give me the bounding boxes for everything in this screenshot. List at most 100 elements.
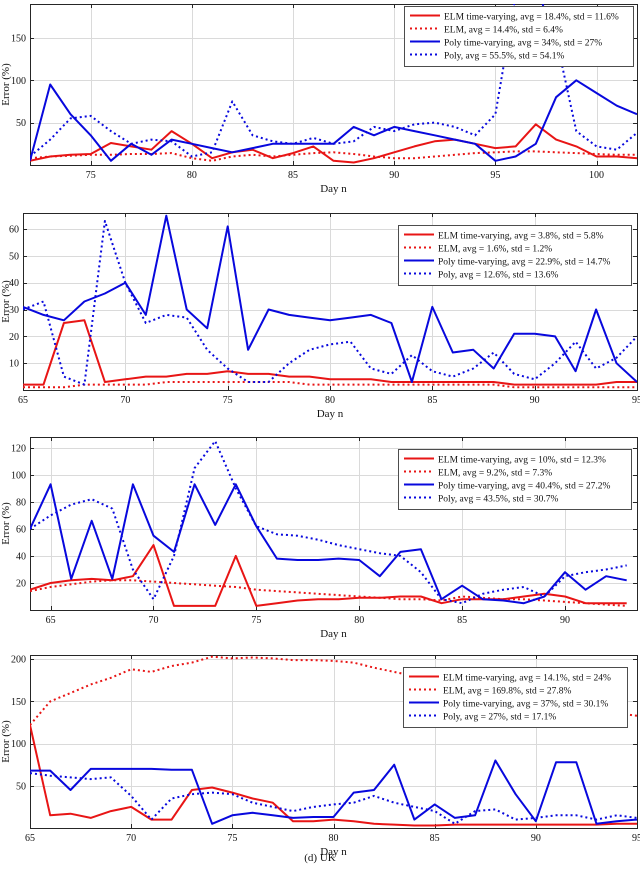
series-line-elm (30, 150, 637, 162)
y-tick-label: 50 (9, 251, 19, 262)
legend-label-elm: ELM, avg = 169.8%, std = 27.8% (443, 687, 571, 697)
legend-label-poly: Poly, avg = 12.6%, std = 13.6% (438, 271, 558, 281)
series-line-elm-time-varying (30, 544, 627, 607)
series-line-poly (23, 220, 637, 386)
series-lines (30, 440, 627, 607)
legend-label-poly: Poly, avg = 43.5%, std = 30.7% (438, 495, 558, 505)
x-tick-label: 75 (251, 615, 261, 626)
legend: ELM time-varying, avg = 3.8%, std = 5.8%… (398, 225, 632, 286)
series-line-poly (30, 4, 637, 158)
grid-lines (30, 437, 637, 610)
x-tick-label: 95 (632, 395, 640, 406)
tick-marks (30, 437, 637, 610)
legend-label-elm-time-varying: ELM time-varying, avg = 14.1%, std = 24% (443, 674, 611, 684)
x-tick-label: 90 (531, 833, 541, 844)
x-tick-label: 85 (430, 833, 440, 844)
y-tick-label: 40 (9, 278, 19, 289)
legend-label-elm-time-varying: ELM time-varying, avg = 10%, std = 12.3% (438, 456, 606, 466)
y-tick-label: 150 (11, 33, 26, 44)
series-line-elm (30, 579, 627, 607)
y-axis-label: Error (%) (0, 720, 12, 763)
legend-label-elm: ELM, avg = 9.2%, std = 7.3% (438, 469, 552, 479)
series-line-elm-time-varying (30, 724, 637, 827)
x-tick-label: 65 (46, 615, 56, 626)
x-tick-label: 65 (18, 395, 28, 406)
legend: ELM time-varying, avg = 18.4%, std = 11.… (404, 6, 634, 67)
x-tick-label: 85 (457, 615, 467, 626)
series-lines (30, 4, 637, 164)
x-axis-label: Day n (320, 628, 347, 640)
x-axis-label: Day n (317, 408, 344, 420)
x-tick-label: 90 (560, 615, 570, 626)
x-tick-label: 75 (86, 170, 96, 181)
legend-label-elm-time-varying: ELM time-varying, avg = 3.8%, std = 5.8% (438, 232, 604, 242)
x-tick-label: 80 (354, 615, 364, 626)
y-tick-label: 50 (16, 118, 26, 129)
legend-label-elm: ELM, avg = 1.6%, std = 1.2% (438, 245, 552, 255)
legend-box (403, 667, 628, 728)
chart-2: 65 70 75 80 85 90 95 10 20 30 40 50 60 Day n Error (%)… (0, 213, 640, 420)
series-line-poly-time-varying (30, 483, 627, 605)
x-tick-label: 75 (227, 833, 237, 844)
y-tick-label: 60 (9, 225, 19, 236)
y-axis-label: Error (%) (0, 502, 12, 545)
axes-frame (30, 437, 638, 611)
series-lines (23, 214, 637, 389)
y-tick-label: 30 (9, 305, 19, 316)
x-tick-label: 75 (223, 395, 233, 406)
y-tick-label: 10 (9, 359, 19, 370)
x-tick-label: 80 (187, 170, 197, 181)
series-line-poly-time-varying (30, 759, 637, 825)
legend: ELM time-varying, avg = 10%, std = 12.3%… (398, 449, 632, 510)
y-axis-label: Error (%) (0, 280, 12, 323)
y-axis-label: Error (%) (0, 63, 12, 106)
y-tick-label: 60 (16, 524, 26, 535)
tick-marks (23, 213, 638, 390)
y-tick-label: 100 (11, 739, 26, 750)
y-tick-label: 200 (11, 655, 26, 666)
axes-frame (30, 4, 638, 166)
y-tick-label: 80 (16, 497, 26, 508)
x-tick-label: 80 (329, 833, 339, 844)
chart-1: 75 80 85 90 95 100 50 100 150 Day n Error (%) ELM t… (0, 4, 638, 195)
x-tick-label: 95 (490, 170, 500, 181)
series-line-poly-time-varying (30, 79, 637, 162)
x-tick-label: 90 (530, 395, 540, 406)
chart-3: 65 70 75 80 85 90 20 40 60 80 100 120 Day n Error (%)… (0, 437, 638, 640)
y-tick-label: 150 (11, 697, 26, 708)
x-tick-label: 85 (288, 170, 298, 181)
x-tick-label: 70 (148, 615, 158, 626)
x-tick-label: 70 (120, 395, 130, 406)
legend-label-poly-time-varying: Poly time-varying, avg = 22.9%, std = 14… (438, 258, 611, 268)
x-axis-label: Day n (320, 183, 347, 195)
legend-label-poly-time-varying: Poly time-varying, avg = 40.4%, std = 27… (438, 482, 611, 492)
y-tick-label: 100 (11, 76, 26, 87)
y-tick-label: 50 (16, 781, 26, 792)
series-line-poly (30, 772, 637, 825)
legend-box (398, 449, 632, 510)
legend-box (398, 225, 632, 286)
series-line-poly (30, 440, 627, 605)
legend-box (404, 6, 634, 67)
legend-label-poly-time-varying: Poly time-varying, avg = 34%, std = 27% (444, 39, 602, 49)
x-tick-label: 70 (126, 833, 136, 844)
series-line-elm-time-varying (23, 319, 637, 386)
y-tick-label: 20 (16, 578, 26, 589)
x-tick-label: 85 (427, 395, 437, 406)
figure-caption: (d) UK (304, 852, 336, 864)
x-tick-label: 95 (632, 833, 640, 844)
chart-4: 65 70 75 80 85 90 95 50 100 150 200 Day n Error (%) E… (0, 655, 640, 858)
y-tick-label: 100 (11, 470, 26, 481)
legend-label-poly: Poly, avg = 55.5%, std = 54.1% (444, 52, 564, 62)
legend-label-poly: Poly, avg = 27%, std = 17.1% (443, 713, 556, 723)
y-tick-label: 20 (9, 332, 19, 343)
y-tick-label: 120 (11, 443, 26, 454)
x-tick-label: 100 (589, 170, 604, 181)
legend: ELM time-varying, avg = 14.1%, std = 24%… (403, 667, 628, 728)
x-tick-label: 65 (25, 833, 35, 844)
legend-label-poly-time-varying: Poly time-varying, avg = 37%, std = 30.1… (443, 700, 608, 710)
x-axis-label: Day n (320, 846, 347, 858)
legend-label-elm-time-varying: ELM time-varying, avg = 18.4%, std = 11.… (444, 13, 619, 23)
